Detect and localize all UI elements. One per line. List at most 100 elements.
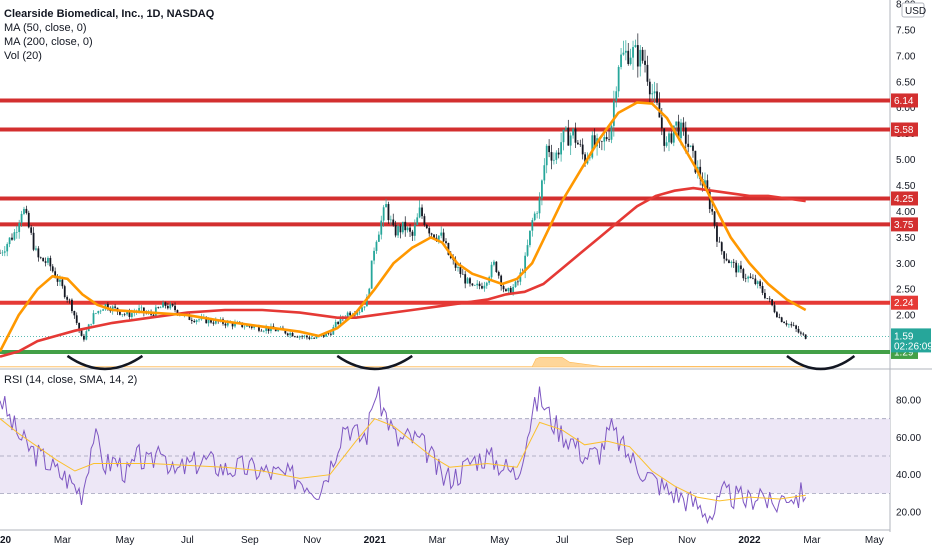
price-tick-label: 6.50 (896, 77, 916, 88)
candle (171, 303, 174, 308)
candle (622, 40, 625, 56)
candle (694, 150, 697, 174)
candle (157, 306, 160, 309)
candle (761, 282, 764, 296)
time-tick-label: Mar (803, 535, 821, 546)
candle (668, 131, 670, 152)
candle (605, 131, 608, 142)
candle (47, 256, 49, 266)
candle (612, 90, 615, 137)
rsi-grid (0, 418, 890, 494)
candle (543, 158, 546, 185)
candle (735, 260, 738, 278)
price-tick-label: 2.00 (896, 311, 916, 322)
candle (730, 260, 733, 268)
candle (337, 321, 339, 326)
candle (749, 273, 752, 279)
candle (25, 205, 28, 215)
candle (576, 140, 579, 145)
ma200-line (0, 186, 806, 358)
candle (291, 331, 294, 337)
time-tick-label: 2020 (0, 535, 12, 546)
candle (514, 280, 517, 288)
candle (3, 246, 6, 257)
candle (68, 298, 71, 304)
candle (713, 210, 716, 229)
candle (490, 261, 493, 280)
candle (190, 317, 193, 324)
candle (392, 213, 395, 227)
candle (123, 312, 126, 317)
rsi-title: RSI (14, close, SMA, 14, 2) (4, 374, 138, 386)
candle (778, 313, 781, 319)
candle (538, 192, 541, 219)
candle (296, 335, 299, 338)
candle (454, 256, 457, 271)
candle (159, 306, 162, 309)
candle (581, 138, 584, 160)
candle (689, 145, 692, 148)
candle (44, 257, 47, 267)
candle (560, 133, 563, 162)
candle (485, 281, 488, 289)
candle (569, 132, 572, 156)
price-series (0, 33, 807, 358)
candle (198, 318, 200, 323)
candle (639, 45, 642, 77)
candle (421, 204, 423, 219)
candle (804, 334, 807, 340)
time-tick-label: Jul (556, 535, 569, 546)
candle (764, 289, 766, 300)
level-tag-label: 1.29 (894, 347, 914, 358)
candle (608, 130, 610, 142)
candle (747, 275, 750, 283)
candle (483, 281, 486, 292)
candle (99, 309, 102, 315)
candle (6, 242, 9, 257)
candle (799, 330, 802, 336)
candle (617, 65, 620, 98)
time-tick-label: Nov (678, 535, 696, 546)
candle (224, 322, 227, 329)
candle (497, 270, 500, 279)
candle (169, 301, 172, 310)
rsi-line (0, 386, 807, 525)
price-tick-label: 2.50 (896, 285, 916, 296)
candle (471, 283, 474, 287)
candle (349, 310, 351, 317)
candle (73, 310, 76, 319)
currency-box (901, 2, 925, 18)
time-tick-label: Sep (616, 535, 634, 546)
candle (195, 319, 198, 325)
level-tag (891, 191, 918, 206)
candle (716, 221, 718, 247)
candle (711, 202, 714, 215)
candle (756, 280, 759, 289)
candle (401, 221, 404, 235)
candle (308, 335, 311, 341)
candle (303, 334, 306, 339)
time-axis: 2020 Mar May Jul Sep Nov 2021 Mar May Jul Sep Nov 20… (0, 535, 884, 546)
level-tag-label: 6.14 (894, 96, 914, 107)
time-tick-label: 2021 (364, 535, 387, 546)
level-tag-label: 5.58 (894, 125, 914, 136)
candle (97, 310, 100, 315)
candle (66, 295, 69, 303)
candle (567, 119, 570, 146)
candle (663, 128, 666, 152)
candle (377, 231, 380, 243)
candle (370, 260, 373, 289)
candle (461, 269, 464, 275)
price-tick-label: 7.00 (896, 51, 916, 62)
candle (445, 238, 447, 245)
candle (624, 40, 627, 61)
candle (466, 277, 469, 284)
candle (665, 136, 668, 148)
candle (32, 227, 35, 252)
candle (380, 215, 383, 240)
candle (409, 223, 411, 237)
candle (63, 284, 66, 299)
candle (42, 257, 45, 262)
candle (154, 304, 157, 317)
